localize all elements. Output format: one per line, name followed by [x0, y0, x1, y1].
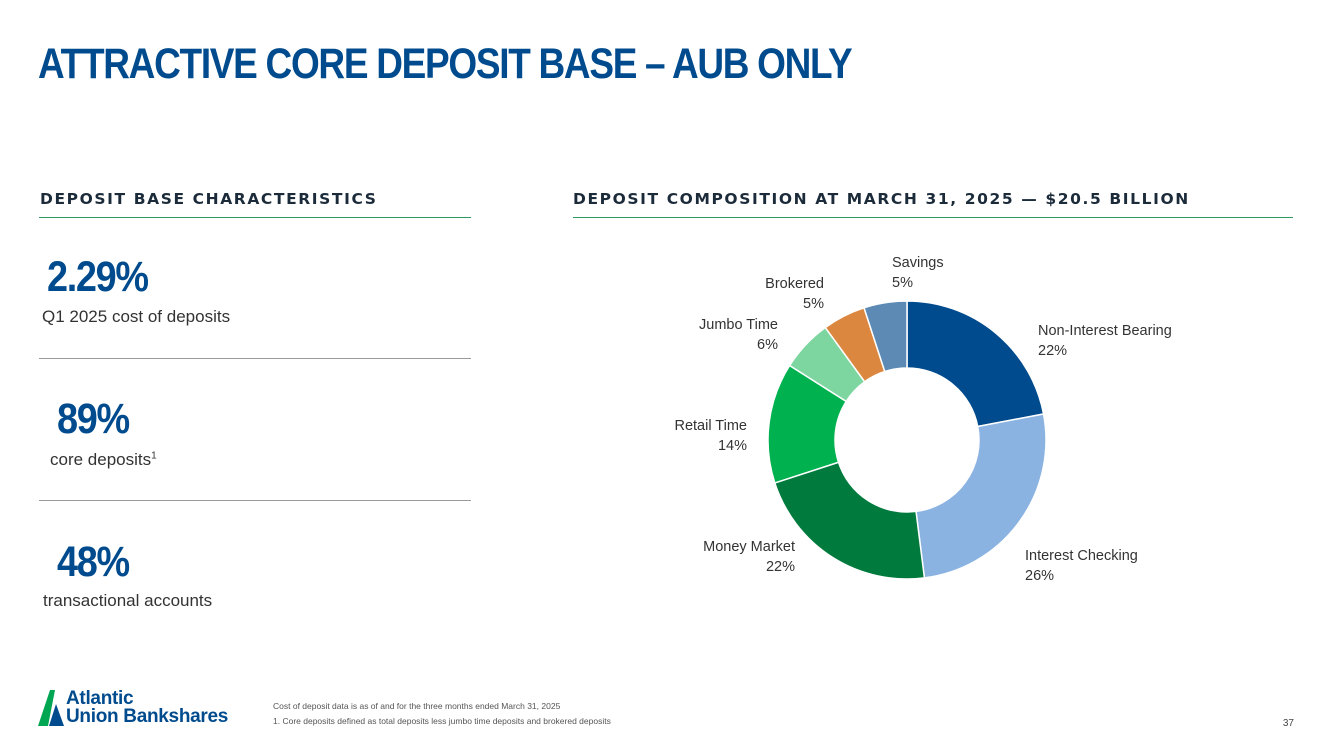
footnote-marker: 1 — [151, 450, 157, 462]
logo-wordmark: Atlantic Union Bankshares — [66, 688, 229, 727]
page-number: 37 — [1282, 718, 1294, 729]
slice-label-interest-checking: Interest Checking 26% — [1025, 548, 1138, 584]
slice-label-money-market: Money Market 22% — [703, 539, 795, 575]
page-title: ATTRACTIVE CORE DEPOSIT BASE – AUB ONLY — [38, 40, 853, 88]
transactional-accounts-value: 48% — [57, 538, 130, 586]
donut-slice-interest-checking — [915, 413, 1047, 579]
deposit-characteristics-header: DEPOSIT BASE CHARACTERISTICS — [40, 190, 378, 208]
slice-label-jumbo-time: Jumbo Time 6% — [699, 317, 778, 353]
donut-slice-savings — [863, 300, 908, 373]
left-header-rule — [39, 217, 471, 218]
slice-label-brokered: Brokered 5% — [765, 276, 824, 312]
logo-line-1: Atlantic — [66, 688, 134, 709]
footnote-cost-of-deposits: Cost of deposit data is as of and for th… — [273, 701, 561, 711]
cost-of-deposits-value: 2.29% — [47, 253, 149, 301]
atlantic-union-logo-icon — [38, 690, 64, 726]
footnote-core-deposits: 1. Core deposits defined as total deposi… — [273, 716, 611, 726]
core-deposits-label: core deposits1 — [50, 450, 157, 470]
cost-of-deposits-label: Q1 2025 cost of deposits — [42, 307, 231, 326]
donut-slice-money-market — [773, 461, 926, 580]
logo-line-2: Union Bankshares — [66, 706, 229, 727]
core-deposits-text: core deposits — [50, 450, 152, 469]
donut-slice-non-interest-bearing — [906, 300, 1045, 428]
right-header-rule — [573, 217, 1293, 218]
stat-divider — [39, 358, 471, 359]
transactional-accounts-label: transactional accounts — [43, 591, 213, 610]
slice-label-savings: Savings 5% — [892, 255, 944, 291]
deposit-composition-header: DEPOSIT COMPOSITION AT MARCH 31, 2025 — … — [573, 190, 1190, 208]
slice-label-non-interest-bearing: Non-Interest Bearing 22% — [1038, 323, 1172, 359]
slice-label-retail-time: Retail Time 14% — [674, 418, 747, 454]
core-deposits-value: 89% — [57, 395, 130, 443]
stat-divider — [39, 500, 471, 501]
